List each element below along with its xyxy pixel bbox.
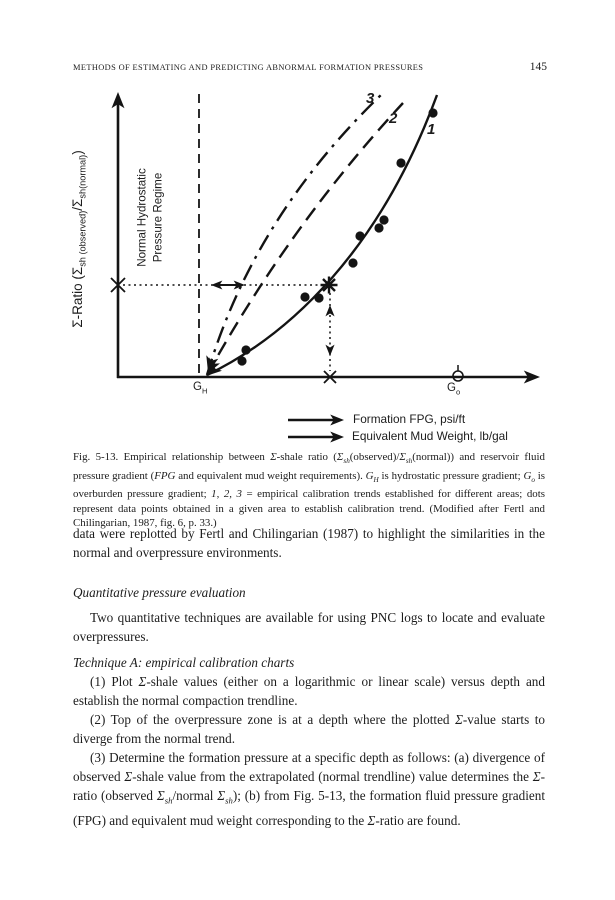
calibration-data-dot <box>379 215 389 225</box>
paragraph-two-techniques: Two quantitative techniques are availabl… <box>73 610 545 645</box>
figure-5-13-chart <box>110 92 540 443</box>
curve-label-2: 2 <box>389 110 398 127</box>
calibration-data-dot <box>374 223 384 233</box>
curve-label-1: 1 <box>427 121 436 138</box>
overburden-gradient-label: Go <box>447 382 461 397</box>
fpg-up-arrowhead <box>325 305 335 317</box>
calibration-data-dot <box>241 345 251 355</box>
hydrostatic-gradient-label: GH <box>193 381 208 396</box>
legend-arrow-mudweight-head <box>330 431 344 443</box>
paragraph-intro: data were replotted by Fertl and Chiling… <box>73 526 545 561</box>
paragraph-step-1: (1) Plot Σ-shale values (either on a log… <box>73 674 545 709</box>
calibration-curve-1-solid <box>206 94 439 377</box>
curve-label-3: 3 <box>366 90 375 107</box>
calibration-curve-2-dashed <box>205 102 404 376</box>
curve-intersection-marker <box>320 276 338 294</box>
running-header: METHODS OF ESTIMATING AND PREDICTING ABN… <box>73 61 547 73</box>
paragraph-step-3: (3) Determine the formation pressure at … <box>73 750 545 829</box>
sigma-ratio-axis-marker <box>110 277 126 293</box>
heading-quantitative-pressure-evaluation: Quantitative pressure evaluation <box>73 585 246 600</box>
page-number: 145 <box>529 61 547 73</box>
calibration-curve-3-dashdot <box>205 93 383 376</box>
legend-label-formation-fpg: Formation FPG, psi/ft <box>353 412 466 426</box>
fpg-down-arrowhead <box>325 344 335 356</box>
y-axis-arrowhead <box>111 92 125 109</box>
range-arrow-right-head <box>233 280 245 290</box>
calibration-data-dot <box>348 258 358 268</box>
y-axis-label: Σ-Ratio (Σsh (observed)/Σsh(normal)) <box>70 150 88 328</box>
calibration-data-dot <box>428 108 438 118</box>
origin-arrowhead-curve-1 <box>206 361 222 376</box>
calibration-data-dot <box>314 293 324 303</box>
calibration-data-dot <box>355 231 365 241</box>
calibration-data-dot <box>396 158 406 168</box>
calibration-data-dot <box>300 292 310 302</box>
running-header-title: METHODS OF ESTIMATING AND PREDICTING ABN… <box>73 63 424 72</box>
calibration-data-dot <box>237 356 247 366</box>
paragraph-step-2: (2) Top of the overpressure zone is at a… <box>73 712 545 747</box>
normal-hydrostatic-regime-label: Normal Hydrostatic Pressure Regime <box>135 168 165 267</box>
heading-technique-a: Technique A: empirical calibration chart… <box>73 655 295 670</box>
legend-arrow-fpg-head <box>330 414 344 426</box>
figure-caption: Fig. 5-13. Empirical relationship betwee… <box>73 451 545 529</box>
range-arrow-left-head <box>211 280 223 290</box>
fpg-axis-marker <box>323 370 337 384</box>
x-axis-arrowhead <box>523 370 540 384</box>
legend-label-mud-weight: Equivalent Mud Weight, lb/gal <box>352 429 508 443</box>
origin-arrowhead-curve-3 <box>206 355 219 372</box>
